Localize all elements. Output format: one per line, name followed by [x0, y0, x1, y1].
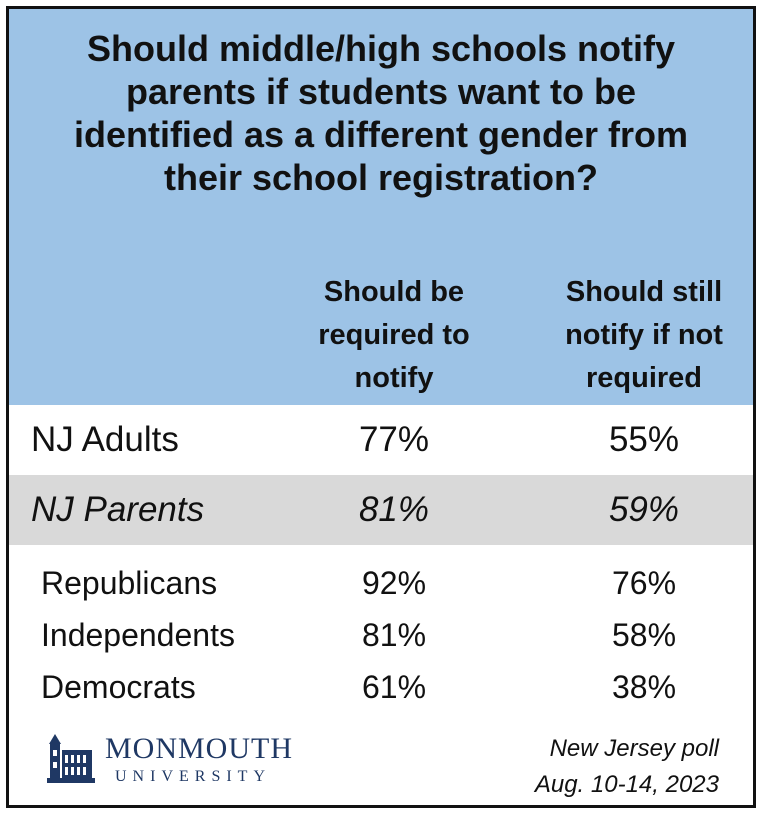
value-not-required: 76% [611, 564, 677, 601]
column-header-line: required [585, 362, 703, 394]
column-header-required: Should be required to notify [299, 271, 489, 400]
value-not-required: 59% [608, 490, 680, 529]
column-header-line: notify if not [565, 319, 723, 351]
column-header-line: Should be [323, 276, 465, 308]
table-row-republicans: Republicans 92% 76% [9, 557, 753, 609]
value-required: 81% [358, 490, 430, 529]
row-label: Democrats [41, 668, 196, 705]
title-line: parents if students want to be [125, 71, 637, 112]
logo-wordmark: MONMOUTH [105, 732, 293, 765]
value-required: 92% [361, 564, 427, 601]
title-line: their school registration? [163, 157, 599, 198]
column-header-line: required to [318, 319, 470, 351]
row-label: Independents [41, 616, 235, 653]
value-not-required: 38% [611, 668, 677, 705]
table-row-democrats: Democrats 61% 38% [9, 661, 753, 713]
source-date: Aug. 10-14, 2023 [534, 771, 719, 798]
row-label: Republicans [41, 564, 218, 601]
logo-subtitle: UNIVERSITY [115, 768, 271, 785]
header-panel: Should middle/high schools notify parent… [9, 9, 753, 405]
source-note: New Jersey poll Aug. 10-14, 2023 [459, 731, 719, 803]
value-not-required: 58% [611, 616, 677, 653]
column-header-line: notify [354, 362, 434, 394]
row-label: NJ Adults [31, 420, 179, 459]
value-required: 61% [361, 668, 427, 705]
value-required: 81% [361, 616, 427, 653]
value-required: 77% [358, 420, 430, 459]
value-not-required: 55% [608, 420, 680, 459]
row-label: NJ Parents [31, 490, 205, 529]
column-header-line: Should still [565, 276, 723, 308]
column-header-not-required: Should still notify if not required [529, 271, 753, 400]
building-icon [47, 734, 95, 783]
table-row-independents: Independents 81% 58% [9, 609, 753, 661]
title-line: identified as a different gender from [73, 114, 689, 155]
table-row-nj-parents: NJ Parents 81% 59% [9, 475, 753, 545]
poll-table-frame: Should middle/high schools notify parent… [6, 6, 756, 808]
table-row-nj-adults: NJ Adults 77% 55% [9, 405, 753, 475]
title-line: Should middle/high schools notify [87, 28, 675, 69]
monmouth-logo: MONMOUTH UNIVERSITY [35, 714, 327, 796]
chart-title: Should middle/high schools notify parent… [19, 27, 743, 199]
source-line: New Jersey poll [549, 735, 719, 762]
